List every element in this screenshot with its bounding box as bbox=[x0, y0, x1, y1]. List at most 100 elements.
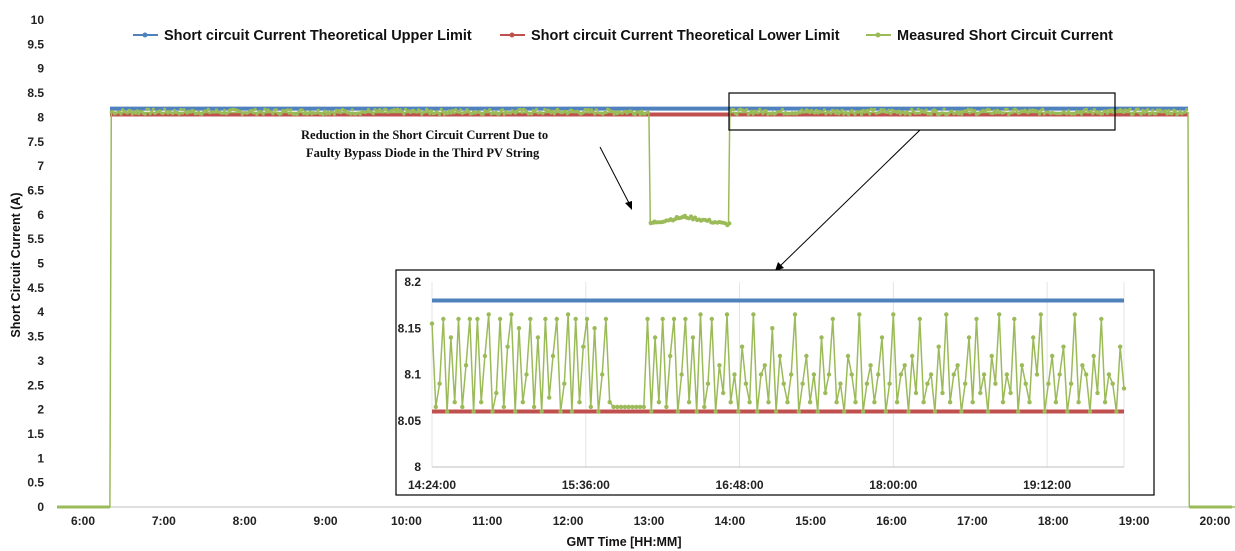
legend-dot-lower bbox=[509, 32, 515, 38]
inset-measured-point bbox=[433, 404, 438, 410]
measured-point bbox=[877, 110, 882, 114]
inset-measured-point bbox=[622, 404, 628, 410]
inset-measured-point bbox=[1084, 372, 1089, 377]
measured-point bbox=[402, 112, 406, 116]
measured-point bbox=[1100, 112, 1105, 116]
inset-measured-point bbox=[894, 400, 900, 405]
inset-measured-point bbox=[1068, 381, 1074, 386]
measured-point bbox=[751, 112, 755, 116]
measured-point bbox=[611, 110, 615, 114]
x-tick-label: 8:00 bbox=[233, 514, 257, 528]
inset-y-tick-label: 8.1 bbox=[404, 368, 421, 382]
x-tick-label: 15:00 bbox=[795, 514, 826, 528]
measured-point bbox=[172, 108, 176, 112]
inset-measured-point bbox=[917, 316, 922, 322]
inset-y-tick-label: 8.15 bbox=[398, 321, 422, 335]
inset-measured-point bbox=[709, 316, 714, 322]
measured-point bbox=[1176, 111, 1181, 115]
inset-measured-point bbox=[845, 353, 851, 359]
measured-point bbox=[447, 109, 451, 113]
x-axis-title: GMT Time [HH:MM] bbox=[566, 535, 681, 549]
measured-point bbox=[908, 112, 912, 117]
measured-point bbox=[488, 108, 492, 112]
measured-point bbox=[780, 107, 785, 111]
measured-point bbox=[1110, 108, 1114, 112]
measured-point bbox=[426, 109, 430, 113]
zoom-highlight-box bbox=[728, 92, 1116, 131]
inset-measured-point bbox=[928, 372, 934, 377]
measured-point bbox=[264, 110, 269, 114]
inset-measured-point bbox=[921, 400, 926, 405]
inset-measured-point bbox=[1076, 400, 1081, 405]
inset-measured-point bbox=[860, 409, 866, 414]
inset-measured-point bbox=[505, 344, 510, 349]
measured-point bbox=[117, 110, 121, 114]
measured-point bbox=[853, 112, 857, 116]
measured-fault-point bbox=[727, 221, 732, 226]
measured-point bbox=[630, 110, 634, 114]
inset-measured-point bbox=[441, 316, 446, 322]
measured-point bbox=[1091, 112, 1095, 116]
x-tick-label: 19:00 bbox=[1119, 514, 1150, 528]
legend-dot-upper bbox=[142, 32, 148, 38]
measured-point bbox=[612, 112, 616, 116]
inset-measured-point bbox=[902, 363, 907, 368]
measured-point bbox=[1139, 112, 1143, 116]
annotation-arrow-head bbox=[625, 201, 632, 210]
measured-point bbox=[179, 107, 183, 112]
inset-measured-point bbox=[842, 409, 847, 414]
inset-measured-point bbox=[792, 312, 798, 317]
measured-point bbox=[994, 111, 998, 115]
inset-measured-point bbox=[460, 404, 465, 410]
measured-point bbox=[180, 111, 184, 115]
y-tick-label: 7 bbox=[37, 159, 44, 173]
inset-measured-point bbox=[630, 404, 635, 410]
inset-measured-point bbox=[1004, 372, 1009, 377]
measured-point bbox=[551, 109, 555, 113]
inset-measured-point bbox=[1095, 390, 1100, 396]
y-tick-label: 8 bbox=[37, 110, 44, 124]
y-tick-label: 4 bbox=[37, 305, 44, 319]
inset-x-tick-label: 16:48:00 bbox=[716, 478, 764, 492]
inset-measured-point bbox=[743, 381, 749, 386]
measured-point bbox=[119, 112, 123, 116]
measured-point bbox=[518, 107, 523, 111]
measured-point bbox=[923, 110, 927, 114]
inset-measured-point bbox=[596, 409, 601, 414]
measured-point bbox=[134, 111, 138, 115]
measured-point bbox=[1078, 110, 1082, 114]
measured-point bbox=[384, 108, 388, 112]
measured-point bbox=[821, 110, 825, 114]
inset-measured-point bbox=[864, 381, 870, 386]
inset-measured-point bbox=[634, 404, 639, 410]
measured-point bbox=[1026, 111, 1030, 115]
measured-point bbox=[452, 111, 456, 115]
measured-point bbox=[321, 112, 325, 117]
y-tick-label: 7.5 bbox=[27, 135, 44, 149]
measured-point bbox=[756, 111, 760, 115]
inset-measured-point bbox=[1008, 390, 1013, 396]
inset-measured-point bbox=[683, 316, 688, 322]
inset-measured-point bbox=[471, 409, 476, 414]
x-tick-label: 11:00 bbox=[472, 514, 502, 528]
inset-measured-point bbox=[603, 316, 609, 322]
main-series-group bbox=[57, 106, 1235, 509]
measured-point bbox=[872, 107, 877, 112]
inset-measured-point bbox=[876, 372, 881, 377]
measured-point bbox=[847, 112, 851, 117]
x-tick-label: 10:00 bbox=[391, 514, 422, 528]
inset-measured-point bbox=[494, 390, 499, 396]
inset-measured-point bbox=[781, 381, 786, 386]
inset-measured-point bbox=[535, 335, 541, 340]
inset-measured-point bbox=[947, 400, 953, 405]
inset-measured-point bbox=[482, 353, 488, 359]
inset-measured-point bbox=[736, 409, 741, 414]
inset-measured-point bbox=[739, 344, 745, 349]
measured-point bbox=[950, 109, 954, 113]
measured-point bbox=[1015, 108, 1019, 112]
inset-measured-point bbox=[531, 404, 537, 410]
y-tick-label: 9.5 bbox=[27, 37, 44, 51]
measured-point bbox=[418, 109, 422, 113]
measured-point bbox=[509, 111, 513, 115]
measured-point bbox=[1097, 110, 1101, 114]
